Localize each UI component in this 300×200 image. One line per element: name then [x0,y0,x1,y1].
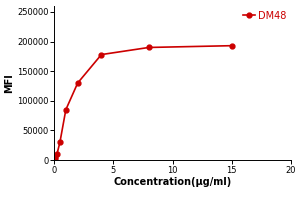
DM48 [230,44,234,47]
DM48 [100,53,103,56]
DM48 [54,156,57,158]
DM48 [76,82,80,84]
Legend: DM48: DM48 [243,11,286,21]
DM48 [55,153,59,155]
DM48 [58,141,62,143]
Line: DM48: DM48 [52,43,234,162]
DM48 [147,46,151,49]
DM48 [53,158,56,160]
Y-axis label: MFI: MFI [4,73,14,93]
X-axis label: Concentration(μg/ml): Concentration(μg/ml) [113,177,232,187]
DM48 [52,159,56,161]
DM48 [64,108,68,111]
